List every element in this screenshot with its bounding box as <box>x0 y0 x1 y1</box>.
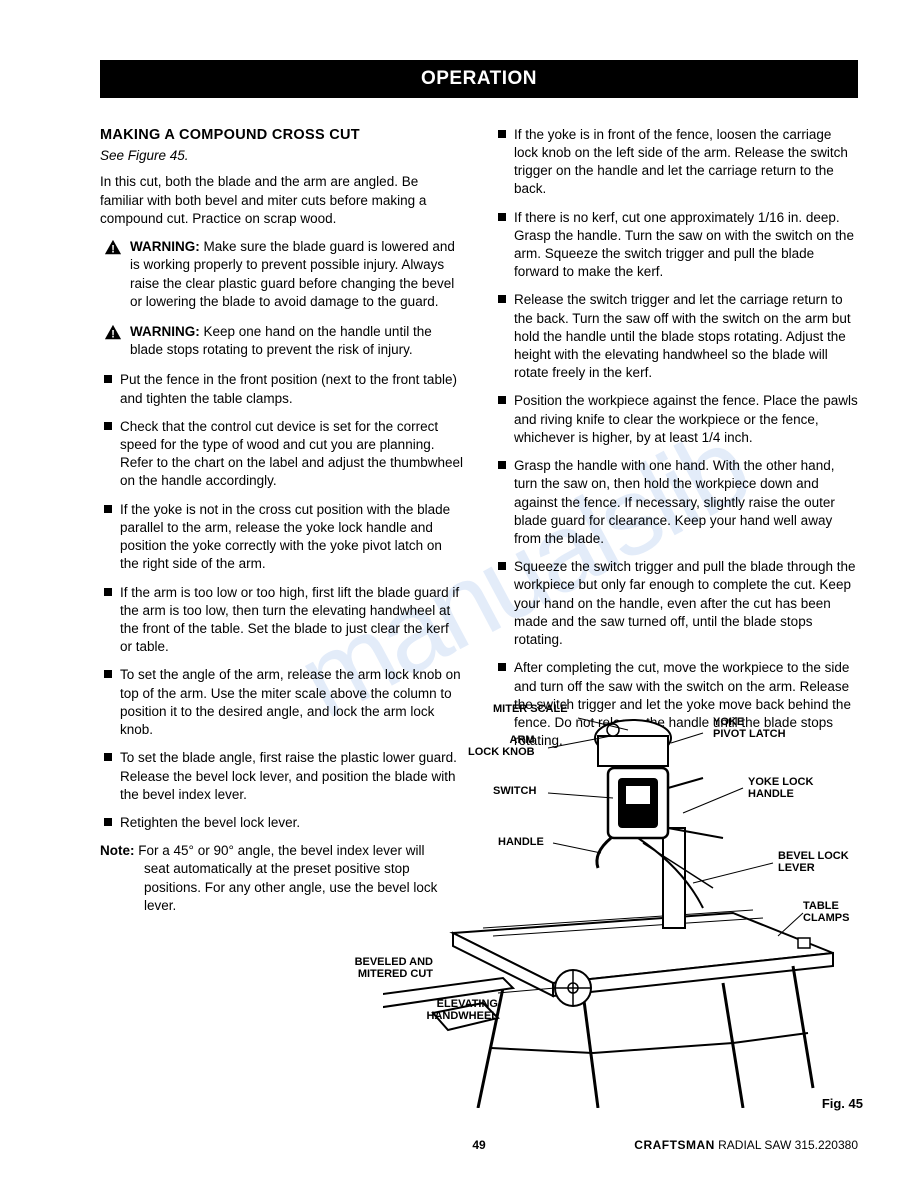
label-arm-lock-knob: ARMLOCK KNOB <box>468 734 535 758</box>
list-item: If the yoke is not in the cross cut posi… <box>100 501 464 574</box>
label-yoke-lock-handle: YOKE LOCKHANDLE <box>748 776 813 800</box>
section-header: OPERATION <box>100 60 858 98</box>
brand-name: CRAFTSMAN <box>634 1138 715 1152</box>
label-miter-scale: MITER SCALE <box>493 703 568 715</box>
svg-text:!: ! <box>111 328 115 340</box>
warning-text-2: WARNING: Keep one hand on the handle unt… <box>130 323 464 359</box>
list-item: Position the workpiece against the fence… <box>494 392 858 447</box>
saw-diagram <box>383 688 863 1108</box>
label-elevating-handwheel: ELEVATINGHANDWHEEL <box>398 998 498 1022</box>
warning-block-2: ! WARNING: Keep one hand on the handle u… <box>100 323 464 359</box>
label-switch: SWITCH <box>493 785 536 797</box>
list-item: Squeeze the switch trigger and pull the … <box>494 558 858 649</box>
figure-caption: Fig. 45 <box>822 1095 863 1113</box>
warning-text-1: WARNING: Make sure the blade guard is lo… <box>130 238 464 311</box>
model-text: RADIAL SAW 315.220380 <box>718 1138 858 1152</box>
warning-icon: ! <box>104 239 122 255</box>
warning-label: WARNING: <box>130 239 200 254</box>
page-footer: 49 CRAFTSMAN RADIAL SAW 315.220380 <box>100 1137 858 1153</box>
list-item: Put the fence in the front position (nex… <box>100 371 464 407</box>
list-item: If the arm is too low or too high, first… <box>100 584 464 657</box>
svg-text:!: ! <box>111 244 115 256</box>
list-item: Check that the control cut device is set… <box>100 418 464 491</box>
note-first-line: For a 45° or 90° angle, the bevel index … <box>138 843 424 858</box>
warning-label: WARNING: <box>130 324 200 339</box>
footer-brand-model: CRAFTSMAN RADIAL SAW 315.220380 <box>634 1137 858 1153</box>
label-yoke-pivot-latch: YOKEPIVOT LATCH <box>713 716 786 740</box>
see-figure: See Figure 45. <box>100 147 464 165</box>
figure-45: MITER SCALE ARMLOCK KNOB SWITCH HANDLE Y… <box>383 688 863 1108</box>
label-beveled-mitered: BEVELED ANDMITERED CUT <box>293 956 433 980</box>
note-label: Note: <box>100 843 135 858</box>
right-bullet-list: If the yoke is in front of the fence, lo… <box>494 126 858 751</box>
list-item: Release the switch trigger and let the c… <box>494 291 858 382</box>
page-number: 49 <box>472 1137 485 1153</box>
list-item: If the yoke is in front of the fence, lo… <box>494 126 858 199</box>
label-bevel-lock-lever: BEVEL LOCKLEVER <box>778 850 849 874</box>
list-item: If there is no kerf, cut one approximate… <box>494 209 858 282</box>
label-table-clamps: TABLECLAMPS <box>803 900 849 924</box>
label-handle: HANDLE <box>498 836 544 848</box>
warning-block-1: ! WARNING: Make sure the blade guard is … <box>100 238 464 311</box>
list-item: Grasp the handle with one hand. With the… <box>494 457 858 548</box>
intro-paragraph: In this cut, both the blade and the arm … <box>100 173 464 228</box>
section-title: MAKING A COMPOUND CROSS CUT <box>100 126 464 146</box>
warning-icon: ! <box>104 324 122 340</box>
